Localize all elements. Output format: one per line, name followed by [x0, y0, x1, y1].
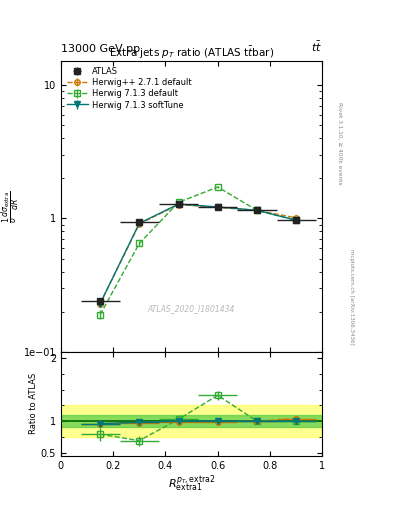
- Text: ATLAS_2020_I1801434: ATLAS_2020_I1801434: [148, 304, 235, 313]
- Text: mcplots.cern.ch [arXiv:1306.3436]: mcplots.cern.ch [arXiv:1306.3436]: [349, 249, 354, 345]
- Legend: ATLAS, Herwig++ 2.7.1 default, Herwig 7.1.3 default, Herwig 7.1.3 softTune: ATLAS, Herwig++ 2.7.1 default, Herwig 7.…: [65, 66, 193, 111]
- Title: Extra jets $p_T$ ratio (ATLAS t$\bar{t}$bar): Extra jets $p_T$ ratio (ATLAS t$\bar{t}$…: [109, 46, 274, 61]
- Bar: [61, 415, 322, 428]
- Y-axis label: $\frac{1}{\sigma}\frac{d\sigma_{\rm extra}}{dR}$: $\frac{1}{\sigma}\frac{d\sigma_{\rm extr…: [0, 190, 22, 223]
- Y-axis label: Ratio to ATLAS: Ratio to ATLAS: [29, 373, 38, 434]
- Text: 13000 GeV pp: 13000 GeV pp: [61, 44, 140, 54]
- Text: Rivet 3.1.10, ≥ 400k events: Rivet 3.1.10, ≥ 400k events: [338, 102, 342, 185]
- X-axis label: $R_{\rm extra1}^{p_T,{\rm extra2}}$: $R_{\rm extra1}^{p_T,{\rm extra2}}$: [168, 473, 215, 494]
- Bar: [61, 406, 322, 437]
- Text: $t\bar{t}$: $t\bar{t}$: [311, 39, 322, 54]
